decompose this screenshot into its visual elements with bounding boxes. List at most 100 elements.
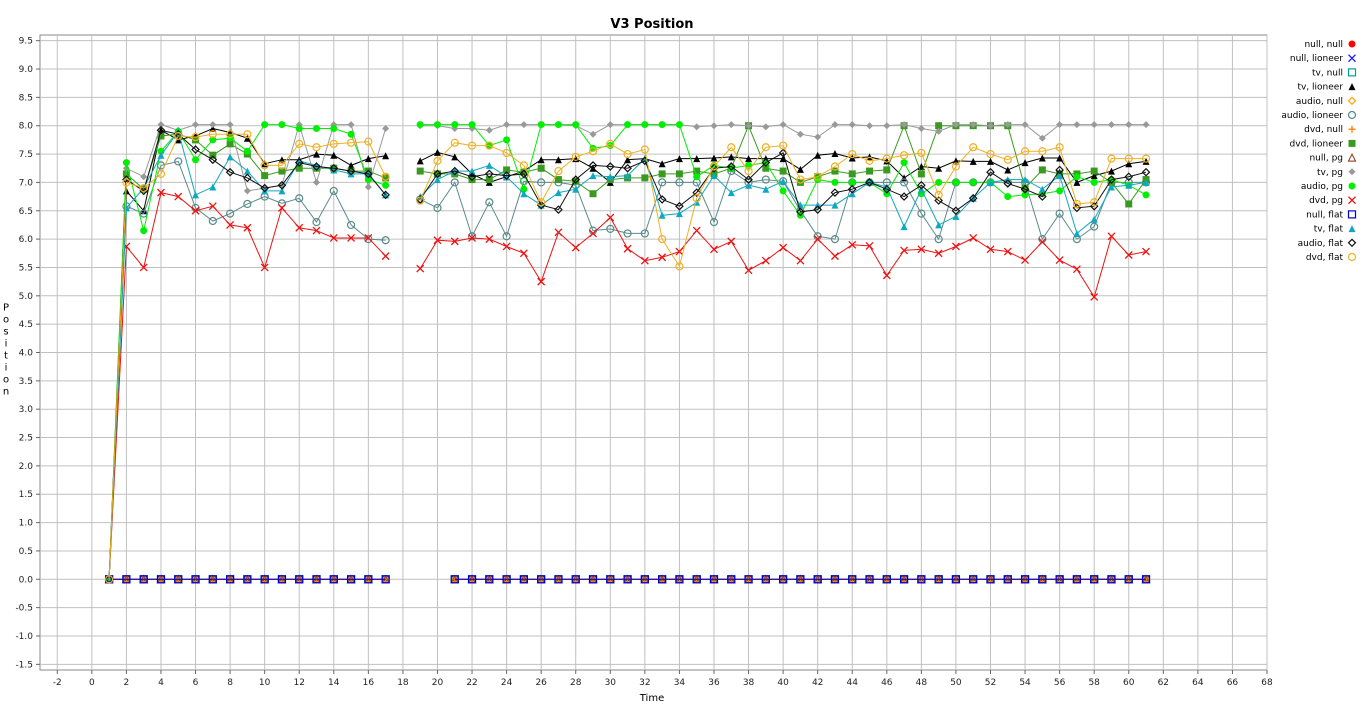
- data-point: [658, 575, 667, 584]
- data-point: [1056, 154, 1064, 162]
- data-point: [1348, 40, 1356, 48]
- data-point: [693, 167, 701, 175]
- data-point: [209, 121, 217, 129]
- y-axis-label-letter: i: [5, 339, 8, 350]
- data-point: [934, 235, 943, 244]
- data-point: [157, 151, 165, 159]
- data-point: [1020, 147, 1030, 156]
- data-point: [329, 163, 339, 173]
- data-point: [813, 235, 822, 244]
- data-point: [779, 167, 787, 175]
- data-point: [416, 196, 425, 205]
- data-point: [554, 121, 562, 129]
- data-point: [520, 121, 528, 129]
- data-point: [1141, 575, 1151, 584]
- data-point: [969, 121, 977, 129]
- data-point: [589, 172, 597, 180]
- data-point: [554, 156, 562, 164]
- data-point: [1090, 215, 1098, 223]
- data-point: [796, 175, 805, 184]
- data-point: [312, 162, 321, 171]
- data-point: [537, 575, 546, 584]
- data-point: [1021, 184, 1029, 192]
- legend-label: dvd, null: [1304, 125, 1343, 135]
- data-point: [589, 190, 597, 198]
- data-point: [1038, 237, 1047, 246]
- data-point: [779, 187, 787, 195]
- y-tick-label: 9.0: [19, 65, 34, 75]
- data-point: [831, 201, 839, 209]
- data-point: [675, 247, 684, 256]
- data-point: [347, 161, 355, 169]
- y-tick-label: 8.0: [19, 122, 34, 132]
- y-axis-label-letter: i: [5, 363, 8, 374]
- data-point: [986, 122, 994, 130]
- data-point: [640, 256, 649, 265]
- data-point: [779, 243, 788, 252]
- x-tick-label: 52: [985, 678, 996, 688]
- data-point: [312, 226, 321, 235]
- legend-item: audio, pg: [1301, 182, 1356, 192]
- data-point: [277, 180, 287, 190]
- data-point: [917, 575, 926, 584]
- data-point: [969, 143, 978, 152]
- data-point: [381, 575, 390, 584]
- data-point: [174, 192, 183, 201]
- data-point: [935, 178, 943, 186]
- data-point: [260, 263, 269, 272]
- data-point: [606, 213, 615, 222]
- data-point: [1055, 256, 1064, 265]
- data-point: [641, 174, 649, 182]
- data-point: [848, 121, 856, 129]
- data-point: [814, 133, 822, 141]
- data-point: [1347, 110, 1357, 120]
- x-tick-label: 24: [501, 678, 513, 688]
- data-point: [917, 245, 926, 254]
- data-point: [606, 139, 615, 148]
- data-point: [1124, 154, 1133, 163]
- data-point: [1055, 143, 1064, 152]
- y-tick-label: 6.5: [19, 207, 33, 217]
- data-point: [1125, 181, 1133, 189]
- data-point: [866, 122, 874, 130]
- data-point: [209, 136, 217, 144]
- legend-item: dvd, lioneer: [1290, 139, 1356, 149]
- data-point: [761, 158, 771, 167]
- data-point: [830, 575, 840, 584]
- legend-item: tv, flat: [1314, 225, 1356, 235]
- data-point: [260, 161, 269, 170]
- data-point: [364, 155, 372, 163]
- y-axis-label-letter: s: [3, 327, 8, 338]
- data-point: [848, 190, 856, 198]
- data-point: [1090, 121, 1098, 129]
- data-point: [848, 170, 856, 178]
- data-point: [1003, 575, 1012, 584]
- data-point: [745, 181, 753, 189]
- data-point: [917, 125, 925, 133]
- data-point: [796, 207, 805, 217]
- data-point: [572, 177, 580, 185]
- data-point: [260, 183, 270, 193]
- data-point: [1347, 96, 1357, 106]
- data-point: [831, 149, 839, 157]
- legend-label: tv, lioneer: [1297, 83, 1343, 93]
- series-audio-flat: [104, 125, 1151, 584]
- data-point: [243, 223, 252, 232]
- data-point: [727, 575, 736, 584]
- data-point: [830, 235, 840, 244]
- data-point: [814, 201, 822, 209]
- data-point: [1142, 178, 1150, 186]
- data-point: [381, 190, 390, 200]
- data-point: [1003, 155, 1012, 164]
- data-point: [1021, 176, 1029, 184]
- data-point: [174, 157, 183, 166]
- data-point: [1347, 210, 1357, 219]
- data-point: [917, 209, 926, 218]
- data-point: [192, 136, 200, 144]
- data-point: [658, 235, 667, 244]
- x-tick-label: 16: [363, 678, 375, 688]
- data-point: [986, 245, 995, 254]
- x-tick-label: 56: [1054, 678, 1066, 688]
- data-point: [174, 575, 183, 584]
- data-point: [261, 172, 269, 180]
